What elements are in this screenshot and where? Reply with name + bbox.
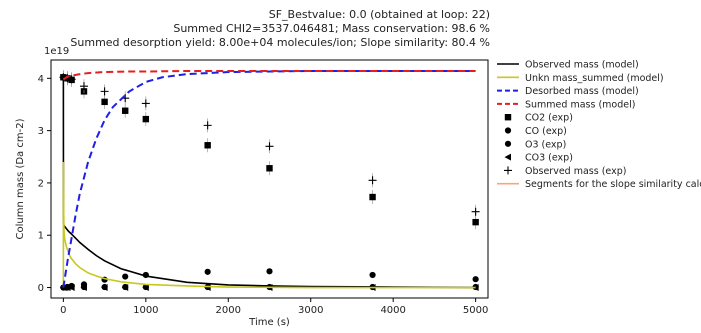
data-point-observed-mass-exp [79, 82, 88, 91]
data-point-observed-mass-exp [141, 99, 150, 108]
x-axis-ticks: 0 1000 2000 3000 4000 5000 [60, 298, 488, 316]
plot-frame [50, 59, 489, 299]
legend-label: O3 (exp) [525, 139, 566, 150]
x-tick-label: 5000 [463, 305, 488, 316]
data-point-observed-mass-exp [471, 207, 480, 216]
legend-item-unkn-mass-summed-model: Unkn mass_summed (model) [497, 73, 664, 84]
legend-swatch [504, 166, 512, 175]
legend-item-observed-mass-exp: Observed mass (exp) [504, 166, 626, 177]
legend-item-desorbed-mass-model: Desorbed mass (model) [497, 86, 639, 97]
data-point-co2-exp [369, 193, 376, 201]
legend-item-o3-exp: O3 (exp) [504, 139, 566, 150]
data-point-co2-exp [101, 98, 108, 106]
y-axis-label: Column mass (Da cm-2) [15, 118, 26, 239]
legend-label: Unkn mass_summed (model) [525, 73, 664, 84]
legend-item-observed-mass-model: Observed mass (model) [497, 60, 639, 71]
y-axis-ticks: 0 1 2 3 4 [38, 74, 51, 294]
data-point-co2-exp [472, 218, 479, 226]
x-tick-label: 4000 [380, 305, 405, 316]
data-point-observed-mass-exp [265, 142, 274, 151]
data-point-o3-exp [204, 268, 211, 275]
data-point-co3-exp [80, 284, 87, 292]
legend-item-co2-exp: CO2 (exp) [504, 113, 573, 124]
series-unkn-mass-summed-model [62, 161, 476, 289]
data-point-co3-exp [68, 284, 75, 292]
data-point-observed-mass-exp [100, 87, 109, 96]
plot-data-layer [59, 69, 480, 292]
data-point-co3-exp [142, 284, 149, 292]
legend-label: Summed mass (model) [525, 99, 635, 110]
data-point-observed-mass-exp [67, 75, 76, 84]
legend-label: CO3 (exp) [525, 153, 573, 164]
legend-swatch [504, 140, 512, 147]
data-point-co3-exp [121, 284, 129, 292]
legend-label: Observed mass (exp) [525, 166, 626, 177]
header-line-2: Summed CHI2=3537.046481; Mass conservati… [173, 22, 490, 35]
data-point-o3-exp [472, 276, 479, 283]
data-point-observed-mass-exp [203, 121, 212, 130]
legend-label: CO (exp) [525, 126, 567, 137]
data-point-co2-exp [266, 165, 273, 172]
series-observed-mass-exp [59, 70, 480, 219]
legend-item-co3-exp: CO3 (exp) [504, 153, 573, 164]
series-summed-mass-model [62, 69, 476, 81]
header-line-1: SF_Bestvalue: 0.0 (obtained at loop: 22) [269, 8, 490, 21]
x-tick-label: 1000 [133, 305, 158, 316]
y-tick-label: 0 [38, 283, 44, 294]
x-axis-label: Time (s) [248, 317, 290, 328]
x-tick-label: 3000 [298, 305, 323, 316]
legend-item-co-exp: CO (exp) [504, 126, 567, 137]
data-point-o3-exp [122, 273, 129, 280]
chart-legend: Observed mass (model) Unkn mass_summed (m… [497, 60, 701, 190]
data-point-o3-exp [369, 271, 376, 279]
y-offset-label: 1e19 [44, 46, 69, 57]
y-tick-label: 1 [38, 231, 44, 242]
series-desorbed-mass-model [62, 69, 476, 288]
legend-item-summed-mass-model: Summed mass (model) [497, 99, 635, 110]
data-point-co2-exp [122, 107, 129, 114]
series-line-desorbed-mass-model [62, 69, 476, 288]
y-tick-label: 4 [38, 74, 44, 85]
legend-label: Desorbed mass (model) [525, 86, 639, 97]
legend-swatch [504, 153, 511, 161]
header-line-3: Summed desorption yield: 8.00e+04 molecu… [70, 36, 490, 49]
data-point-co2-exp [204, 142, 211, 149]
y-tick-label: 2 [38, 178, 44, 189]
series-line-summed-mass-model [62, 69, 476, 81]
data-point-co3-exp [101, 284, 108, 292]
legend-swatch [504, 114, 512, 121]
y-tick-label: 3 [38, 126, 44, 137]
legend-swatch [504, 127, 512, 134]
data-point-observed-mass-exp [368, 176, 377, 185]
legend-label: Observed mass (model) [525, 60, 639, 71]
data-point-co3-exp [63, 284, 71, 292]
x-tick-label: 0 [60, 305, 66, 316]
legend-label: Segments for the slope similarity calc. [525, 179, 701, 190]
chart-header: SF_Bestvalue: 0.0 (obtained at loop: 22)… [70, 8, 490, 49]
x-tick-label: 2000 [216, 305, 241, 316]
legend-item-segments-for-the-slope-similarity-calc: Segments for the slope similarity calc. [497, 179, 701, 190]
series-line-unkn-mass-summed-model [62, 161, 476, 289]
data-point-o3-exp [266, 268, 273, 275]
legend-label: CO2 (exp) [525, 113, 573, 124]
data-point-co2-exp [142, 115, 150, 123]
